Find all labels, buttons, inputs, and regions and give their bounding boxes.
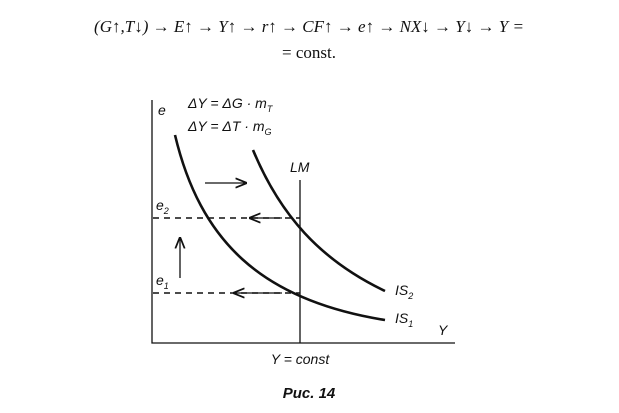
effect-label: ΔY = ΔG · mT	[187, 95, 274, 114]
is2-curve	[251, 149, 386, 293]
caption: Рис. 14	[283, 385, 336, 402]
label-text: IS	[395, 310, 409, 326]
is2-label: IS2	[395, 282, 413, 301]
subscript: G	[264, 127, 271, 137]
effect-text: ΔY = ΔT · m	[187, 118, 265, 134]
is1-curve	[173, 134, 386, 322]
axes	[151, 100, 455, 344]
subscript: T	[267, 104, 274, 114]
label-text: IS	[395, 282, 409, 298]
e1-label: e1	[156, 272, 169, 291]
e2-label: e2	[156, 197, 169, 216]
effect-label: ΔY = ΔT · mG	[187, 118, 272, 137]
label-text: e	[156, 197, 164, 213]
formula-line: (G↑,T↓) → E↑ → Y↑ → r↑ → CF↑ → e↑ → NX↓ …	[94, 17, 524, 36]
subscript: 2	[163, 206, 169, 216]
y-axis-label: e	[158, 102, 166, 118]
subscript: 2	[407, 291, 413, 301]
graph: e Y ΔY = ΔG · mT ΔY = ΔT · mG LM e2 e1 I…	[151, 95, 455, 367]
lm-label: LM	[290, 159, 310, 175]
lm-position-label: Y = const	[271, 351, 331, 367]
subscript: 1	[164, 281, 169, 291]
formula-line: = const.	[282, 43, 336, 62]
is1-label: IS1	[395, 310, 413, 329]
subscript: 1	[408, 319, 413, 329]
label-text: e	[156, 272, 164, 288]
effect-text: ΔY = ΔG · m	[187, 95, 267, 111]
x-axis-label: Y	[438, 322, 449, 338]
